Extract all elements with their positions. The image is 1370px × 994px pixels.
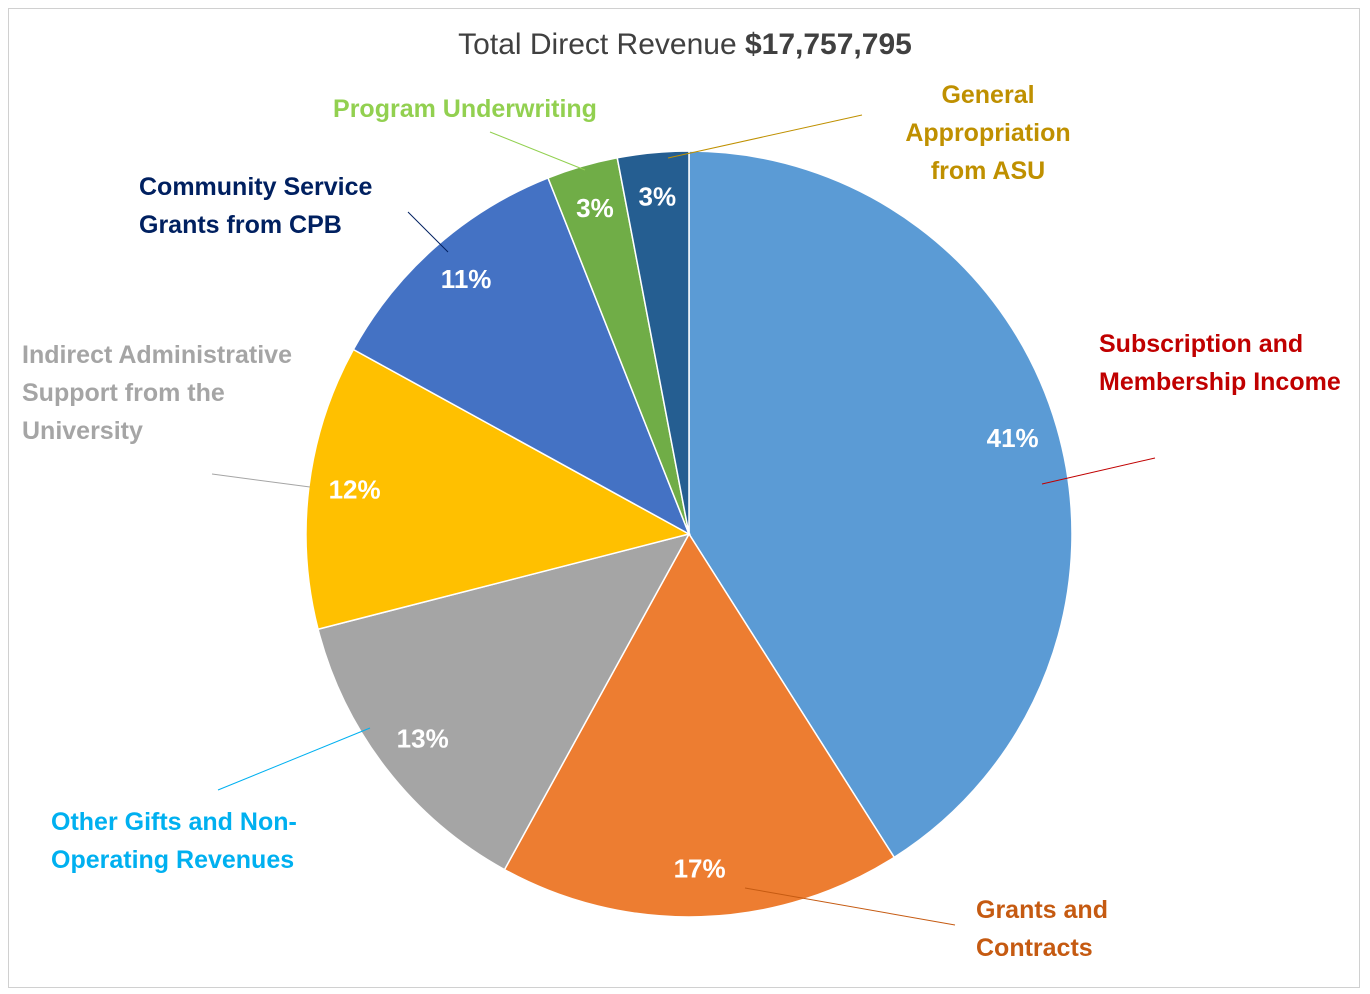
leader-line: [744, 887, 956, 926]
category-label: General Appropriation from ASU: [905, 81, 1071, 185]
category-label: Grants and Contracts: [976, 896, 1108, 962]
leader-line: [407, 211, 449, 253]
chart-title-box: Total Direct Revenue $17,757,795: [0, 28, 1370, 62]
value-label: 3%: [576, 193, 614, 223]
category-label: Indirect Administrative Support from the…: [22, 341, 292, 445]
value-label: 17%: [674, 854, 726, 884]
value-label: 13%: [397, 723, 449, 753]
leader-line: [667, 114, 863, 159]
chart-total: $17,757,795: [744, 28, 912, 61]
pie-slice: [305, 348, 692, 631]
chart-frame: [8, 8, 1360, 988]
leader-line: [217, 727, 371, 791]
value-label: 41%: [987, 423, 1039, 453]
leader-line: [1041, 457, 1156, 485]
pie-slice: [503, 532, 896, 918]
pie-slice: [317, 532, 691, 871]
category-label: Subscription and Membership Income: [1099, 330, 1341, 396]
chart-title: Total Direct Revenue: [458, 28, 737, 61]
value-label: 12%: [329, 475, 381, 505]
pie-slice: [688, 150, 1073, 859]
leader-line: [211, 473, 311, 488]
pie-slice: [352, 176, 691, 536]
leader-line: [489, 131, 586, 171]
category-label: Other Gifts and Non-Operating Revenues: [51, 808, 297, 874]
value-label: 11%: [441, 264, 492, 294]
category-label: Program Underwriting: [333, 95, 597, 123]
value-label: 3%: [638, 181, 676, 211]
category-label: Community Service Grants from CPB: [139, 173, 373, 239]
pie-slice: [616, 150, 690, 535]
